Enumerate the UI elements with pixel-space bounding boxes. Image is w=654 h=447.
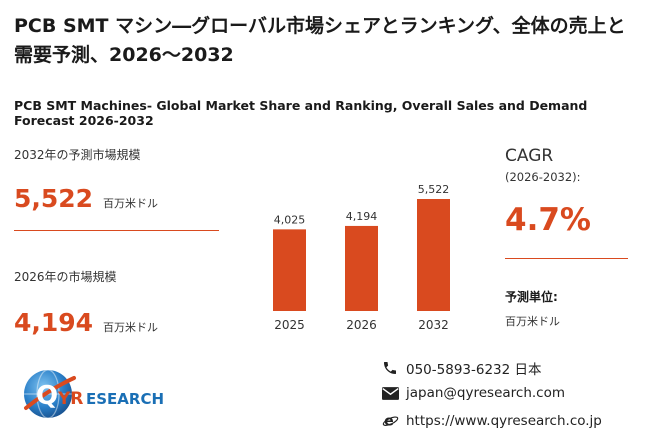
market-2026-unit: 百万米ドル [103,321,158,334]
logo-yr: YR [57,389,83,409]
web-icon: e [380,412,400,429]
email-text[interactable]: japan@qyresearch.com [406,385,566,401]
svg-text:e: e [384,413,394,429]
divider-left [14,230,219,231]
bar-value-label: 5,522 [418,183,450,196]
logo-rest: ESEARCH [86,390,164,408]
bar-chart: 4,025 2025 4,194 2026 5,522 2032 [273,183,450,332]
market-2032-unit: 百万米ドル [103,197,158,210]
bar-value-label: 4,194 [346,210,378,223]
bar-2026 [345,225,378,311]
market-2026-value: 4,194 [14,308,94,337]
market-2026-label: 2026年の市場規模 [14,270,117,284]
market-2032-label: 2032年の予測市場規模 [14,148,141,162]
bar-value-label: 4,025 [274,213,306,226]
cagr-label: CAGR [505,146,554,166]
category-label: 2025 [274,318,305,332]
qyresearch-logo: Q YR ESEARCH [24,369,164,419]
page-subtitle: PCB SMT Machines- Global Market Share an… [14,98,588,128]
phone-icon [380,360,400,376]
divider-right [505,258,628,259]
forecast-unit-value: 百万米ドル [505,315,560,328]
bar-2025 [273,229,306,311]
phone-text[interactable]: 050-5893-6232 日本 [406,362,542,378]
forecast-unit-label: 予測単位: [505,290,558,304]
contact-website: e https://www.qyresearch.co.jp [380,412,602,429]
cagr-value: 4.7% [505,202,591,238]
market-2032-value: 5,522 [14,184,94,213]
contact-phone: 050-5893-6232 日本 [380,358,542,378]
website-link[interactable]: https://www.qyresearch.co.jp [406,412,602,429]
email-icon [380,386,400,400]
contact-email: japan@qyresearch.com [380,385,565,401]
category-label: 2026 [346,318,377,332]
page-title: PCB SMT マシン―グローバル市場シェアとランキング、全体の売上と需要予測、… [14,15,626,66]
cagr-period: (2026-2032): [505,170,581,184]
category-label: 2032 [418,318,449,332]
bar-2032 [417,199,450,311]
logo-q: Q [36,381,58,411]
